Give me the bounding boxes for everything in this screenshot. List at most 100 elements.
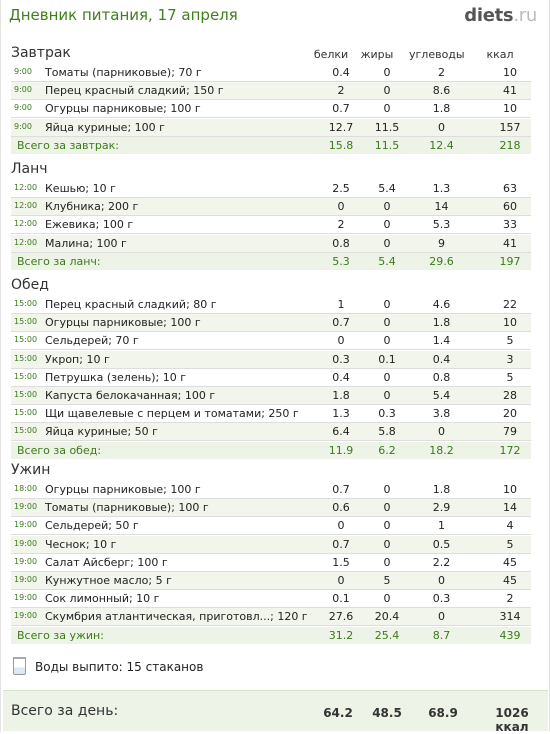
food-row[interactable]: 12:00 Малина; 100 г 0.8 0 9 41 (11, 234, 531, 252)
row-divider (11, 607, 531, 609)
day-total-protein: 64.2 (323, 706, 353, 720)
food-name: Перец красный сладкий; 150 г (45, 84, 224, 98)
food-kcal: 41 (503, 84, 517, 98)
food-protein: 12.7 (328, 120, 354, 134)
food-row[interactable]: 19:00 Сок лимонный; 10 г 0.1 0 0.3 2 (11, 590, 531, 607)
food-protein: 0.8 (332, 236, 350, 250)
food-kcal: 10 (503, 316, 517, 330)
food-row[interactable]: 15:00 Капуста белокачанная; 100 г 1.8 0 5.4 2… (11, 387, 531, 404)
row-divider (11, 625, 531, 627)
row-divider (11, 251, 531, 253)
food-carbs: 0 (438, 574, 445, 587)
section-total-fat: 6.2 (378, 443, 396, 457)
food-name: Яйца куриные; 50 г (45, 425, 158, 439)
food-name: Клубника; 200 г (45, 200, 139, 214)
food-kcal: 41 (503, 236, 517, 250)
food-protein: 2.5 (332, 182, 350, 195)
food-name: Сельдерей; 70 г (45, 334, 139, 348)
section-total-carbs: 29.6 (429, 254, 454, 268)
food-row[interactable]: 9:00 Яйца куриные; 100 г 12.7 11.5 0 157 (11, 118, 531, 136)
food-kcal: 10 (503, 483, 517, 496)
food-row[interactable]: 9:00 Перец красный сладкий; 150 г 2 0 8.6 41 (11, 82, 531, 100)
food-fat: 5.8 (378, 425, 396, 439)
food-row[interactable]: 15:00 Яйца куриные; 50 г 6.4 5.8 0 79 (11, 423, 531, 441)
food-row[interactable]: 15:00 Огурцы парниковые; 100 г 0.7 0 1.8 10 (11, 314, 531, 332)
section-total-carbs: 18.2 (429, 443, 454, 457)
logo-main: diets (464, 5, 514, 26)
food-name: Капуста белокачанная; 100 г (45, 389, 216, 402)
logo-suffix: .ru (513, 5, 537, 26)
food-name: Салат Айсберг; 100 г (45, 555, 168, 569)
food-row[interactable]: 15:00 Щи щавелевые с перцем и томатами; 2… (11, 405, 531, 422)
food-row[interactable]: 12:00 Ежевика; 100 г 2 0 5.3 33 (11, 216, 531, 233)
food-name: Огурцы парниковые; 100 г (45, 483, 201, 496)
row-divider (11, 197, 531, 198)
food-time: 19:00 (14, 538, 38, 548)
column-header-fat: жиры (360, 48, 394, 61)
food-fat: 0 (383, 102, 391, 116)
food-row[interactable]: 19:00 Сельдерей; 50 г 0 0 1 4 (11, 517, 531, 534)
food-row[interactable]: 15:00 Петрушка (зелень); 10 г 0.4 0 0.8 5 (11, 369, 531, 386)
food-time: 19:00 (14, 593, 38, 603)
food-carbs: 0.4 (432, 352, 451, 366)
food-time: 12:00 (14, 201, 38, 211)
food-kcal: 14 (503, 501, 517, 515)
food-row[interactable]: 9:00 Томаты (парниковые); 70 г 0.4 0 2 10 (11, 64, 531, 81)
food-carbs: 14 (434, 200, 449, 214)
section-title: Ланч (11, 161, 48, 177)
food-row[interactable]: 19:00 Скумбрия атлантическая, приготовл..… (11, 608, 531, 626)
row-divider (11, 385, 531, 387)
food-carbs: 1.8 (432, 483, 451, 496)
food-time: 12:00 (14, 183, 38, 192)
food-protein: 0 (337, 519, 345, 533)
food-kcal: 45 (503, 574, 517, 587)
food-fat: 11.5 (374, 120, 400, 134)
food-name: Томаты (парниковые); 100 г (45, 501, 209, 515)
food-time: 15:00 (14, 353, 38, 363)
food-fat: 0 (383, 236, 391, 250)
food-protein: 27.6 (328, 610, 354, 624)
food-row[interactable]: 19:00 Чеснок; 10 г 0.7 0 0.5 5 (11, 535, 531, 553)
food-kcal: 5 (506, 370, 514, 384)
food-name: Малина; 100 г (45, 236, 127, 250)
food-time: 15:00 (14, 317, 38, 327)
food-time: 19:00 (14, 556, 38, 566)
food-fat: 0 (383, 370, 391, 384)
food-row[interactable]: 15:00 Сельдерей; 70 г 0 0 1.4 5 (11, 332, 531, 349)
row-divider (11, 117, 531, 119)
food-row[interactable]: 9:00 Огурцы парниковые; 100 г 0.7 0 1.8 10 (11, 100, 531, 117)
food-carbs: 4.6 (432, 298, 451, 311)
section-total-fat: 5.4 (378, 254, 396, 268)
food-time: 12:00 (14, 237, 38, 247)
row-divider (11, 570, 531, 572)
food-kcal: 314 (499, 610, 521, 624)
food-row[interactable]: 19:00 Кунжутное масло; 5 г 0 5 0 45 (11, 572, 531, 589)
food-carbs: 2 (438, 66, 445, 79)
food-carbs: 0.8 (432, 370, 451, 384)
food-row[interactable]: 15:00 Перец красный сладкий; 80 г 1 0 4.6 22 (11, 296, 531, 313)
food-row[interactable]: 19:00 Салат Айсберг; 100 г 1.5 0 2.2 45 (11, 554, 531, 571)
section-total-label: Всего за обед: (17, 443, 102, 457)
food-time: 15:00 (14, 299, 38, 308)
food-name: Укроп; 10 г (45, 352, 110, 366)
food-carbs: 1.3 (432, 182, 451, 195)
food-row[interactable]: 15:00 Укроп; 10 г 0.3 0.1 0.4 3 (11, 350, 531, 368)
food-row[interactable]: 18:00 Огурцы парниковые; 100 г 0.7 0 1.8 10 (11, 481, 531, 498)
logo[interactable]: diets.ru (464, 5, 537, 26)
food-row[interactable]: 12:00 Кешью; 10 г 2.5 5.4 1.3 63 (11, 180, 531, 197)
food-name: Сок лимонный; 10 г (45, 592, 160, 606)
food-row[interactable]: 19:00 Томаты (парниковые); 100 г 0.6 0 2.9 14 (11, 499, 531, 517)
row-divider (11, 552, 531, 554)
section-total-protein: 31.2 (328, 628, 354, 642)
section-total-kcal: 197 (499, 254, 521, 268)
food-carbs: 1 (438, 519, 445, 533)
food-time: 9:00 (14, 103, 32, 113)
food-protein: 2 (337, 218, 345, 232)
food-carbs: 0 (438, 610, 445, 624)
food-row[interactable]: 12:00 Клубника; 200 г 0 0 14 60 (11, 198, 531, 216)
row-divider (11, 589, 531, 590)
section-total-protein: 11.9 (328, 443, 354, 457)
food-name: Сельдерей; 50 г (45, 519, 139, 533)
food-time: 15:00 (14, 426, 38, 436)
row-divider (11, 81, 531, 82)
